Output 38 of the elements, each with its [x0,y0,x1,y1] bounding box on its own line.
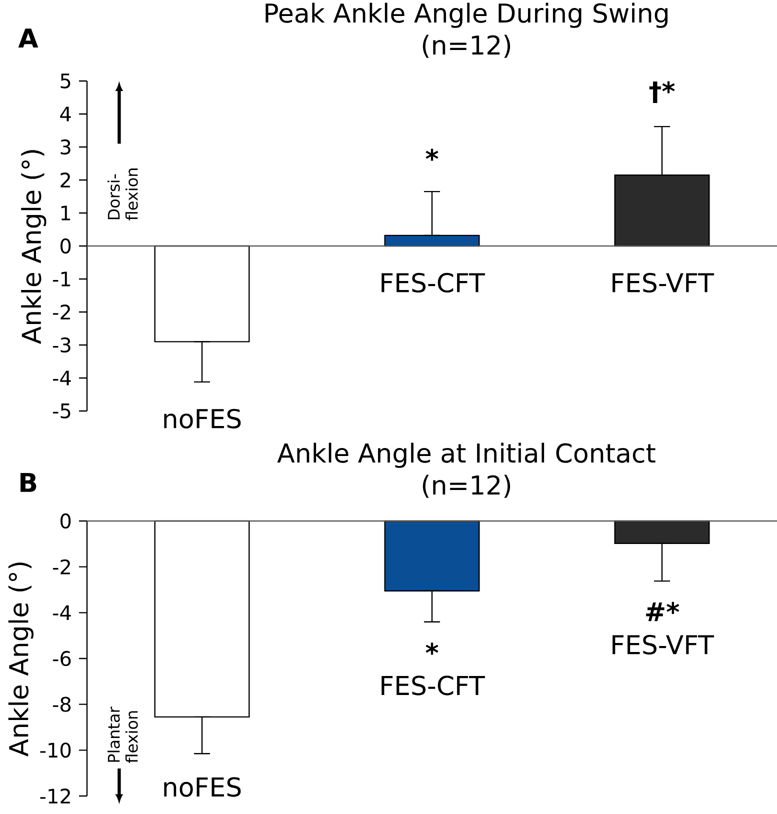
y-tick-label: -1 [52,272,70,286]
y-tick-label: 1 [61,206,70,220]
y-tick-label: -3 [52,337,70,353]
annotation: Plantar flexion [107,706,138,763]
y-tick-label: 0 [60,238,71,254]
y-axis-title: Ankle Angle (°) [21,150,46,344]
y-tick-label: -10 [40,742,71,758]
y-tick-label: 4 [60,106,71,122]
y-tick-label: -6 [52,650,71,666]
x-tick-label: FES-CFT [382,272,485,293]
y-tick-label: -2 [52,304,70,320]
chart-subtitle: (n=12) [422,34,510,58]
x-tick-label: FES-VFT [612,634,714,655]
y-tick-label: -4 [52,605,71,620]
x-tick-label: noFES [164,777,241,797]
annotation: * [426,642,438,655]
annotation: #* [646,602,680,622]
y-tick-label: -2 [52,559,70,574]
annotation: Dorsi- flexion [107,168,138,220]
y-tick-label: -8 [52,696,71,712]
annotation: †* [649,81,675,103]
x-tick-label: FES-CFT [382,676,485,696]
x-tick-label: noFES [164,408,241,428]
y-tick-label: -4 [52,370,71,386]
text: B [20,472,36,492]
y-axis-title: Ankle Angle (°) [8,562,34,756]
y-tick-label: -5 [52,404,70,418]
chart-title: Peak Ankle Angle During Swing [266,2,668,28]
y-tick-label: -12 [40,788,70,804]
y-tick-label: 2 [60,172,70,188]
chart-subtitle: (n=12) [422,474,510,498]
annotation: * [426,148,438,161]
y-tick-label: 5 [60,74,70,88]
x-tick-label: FES-VFT [612,272,714,293]
chart-title: Ankle Angle at Initial Contact [277,442,656,468]
y-tick-label: 3 [60,139,70,155]
y-tick-label: 0 [60,513,71,529]
text: A [18,28,38,48]
